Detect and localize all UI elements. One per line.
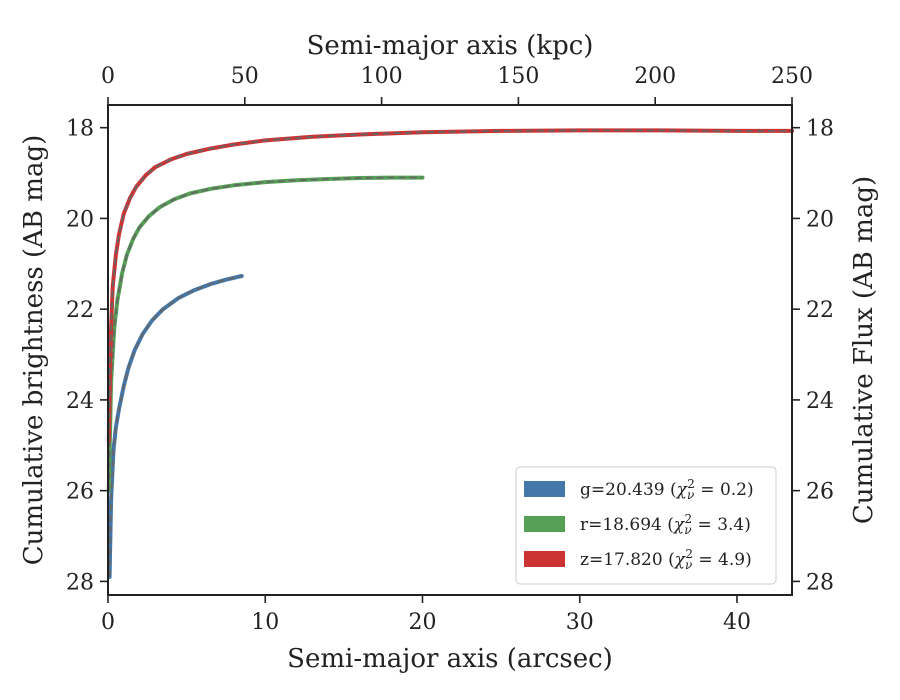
series-line-r	[106, 175, 425, 493]
model-line-r	[107, 176, 423, 491]
x-top-tick-label: 200	[634, 64, 676, 89]
legend-label-g: g=20.439 (χν2 = 0.2)	[580, 477, 754, 502]
legend-label-r: r=18.694 (χν2 = 3.4)	[580, 512, 751, 537]
legend-swatch-z	[524, 551, 565, 567]
y-tick-label: 26	[66, 480, 94, 505]
y-axis-right-title: Cumulative Flux (AB mag)	[849, 176, 879, 524]
x-tick-label: 40	[723, 610, 751, 635]
x-tick-label: 20	[408, 610, 436, 635]
y-right-tick-label: 28	[806, 570, 834, 595]
y-tick-label: 24	[66, 389, 94, 414]
y-tick-label: 28	[66, 570, 94, 595]
plot-frame	[107, 104, 793, 596]
x-axis-top-title: Semi-major axis (kpc)	[307, 31, 594, 61]
y-right-tick-label: 20	[806, 207, 834, 232]
y-tick-label: 18	[66, 117, 94, 142]
x-tick-label: 30	[566, 610, 594, 635]
y-right-tick-label: 26	[806, 480, 834, 505]
x-axis-title: Semi-major axis (arcsec)	[287, 644, 613, 674]
legend-swatch-r	[524, 516, 565, 532]
tick-layer: 0 10 20 30 40 0 50 100 150 200 250 18 18 20 20 22 22 24 24…	[66, 64, 834, 635]
y-tick-label: 22	[66, 298, 94, 323]
x-tick-label: 10	[251, 610, 279, 635]
legend: g=20.439 (χν2 = 0.2) r=18.694 (χν2 = 3.4)…	[515, 466, 777, 585]
x-tick-label: 0	[101, 610, 115, 635]
legend-entries: g=20.439 (χν2 = 0.2) r=18.694 (χν2 = 3.4)…	[524, 477, 754, 572]
y-tick-label: 20	[66, 207, 94, 232]
x-top-tick-label: 250	[771, 64, 813, 89]
legend-label-z: z=17.820 (χν2 = 4.9)	[580, 547, 752, 572]
model-line-z	[107, 129, 792, 441]
series-layer	[106, 128, 794, 579]
x-top-tick-label: 0	[101, 64, 115, 89]
legend-swatch-g	[524, 481, 565, 497]
legend-frame	[515, 466, 777, 585]
x-top-tick-label: 100	[361, 64, 403, 89]
x-top-tick-label: 50	[231, 64, 259, 89]
y-right-tick-label: 22	[806, 298, 834, 323]
x-top-tick-label: 150	[497, 64, 539, 89]
model-line-g	[108, 275, 242, 577]
series-line-g	[107, 274, 244, 579]
y-axis-title: Cumulative brightness (AB mag)	[19, 135, 49, 566]
y-right-tick-label: 24	[806, 389, 834, 414]
y-right-tick-label: 18	[806, 117, 834, 142]
